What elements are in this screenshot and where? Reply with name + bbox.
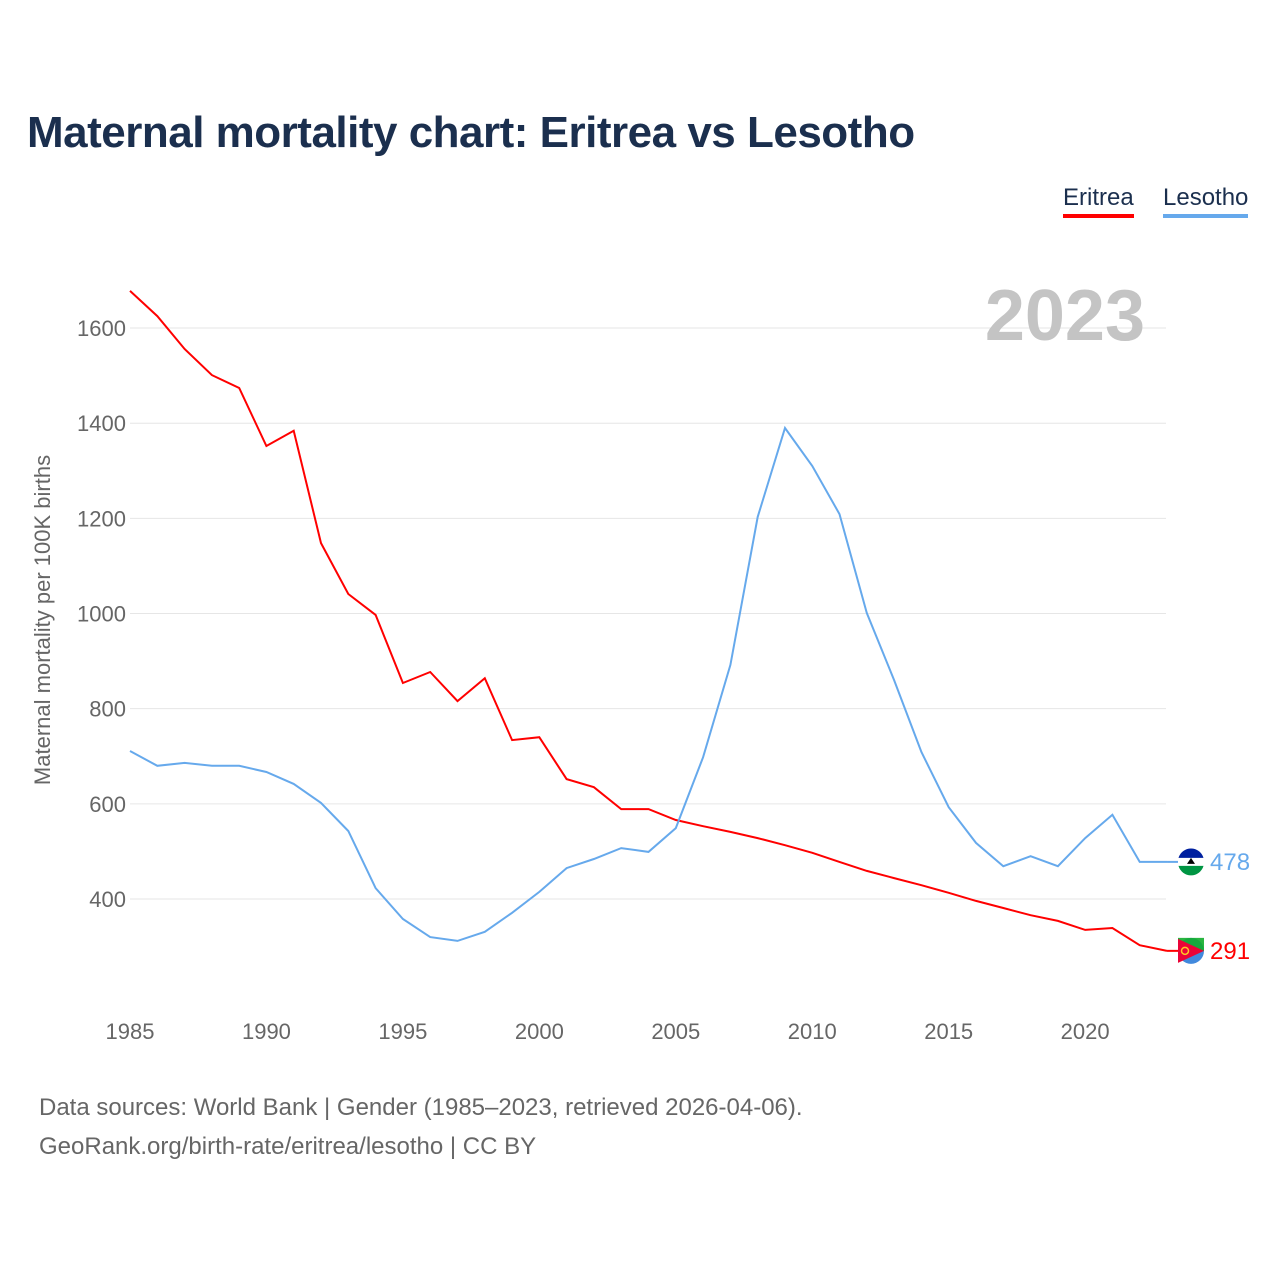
x-tick-label: 2000 [515,1019,564,1044]
source-line-1: Data sources: World Bank | Gender (1985–… [39,1094,803,1121]
y-tick-label: 800 [89,697,126,722]
x-tick-label: 2005 [651,1019,700,1044]
series-line-lesotho [129,425,1167,942]
flag-icon-eritrea [1178,937,1204,964]
legend-eritrea[interactable]: Eritrea [1063,184,1134,218]
year-watermark: 2023 [985,276,1145,356]
x-tick-label: 2015 [924,1019,973,1044]
source-line-2[interactable]: GeoRank.org/birth-rate/eritrea/lesotho |… [39,1133,537,1160]
y-tick-label: 1600 [77,316,126,341]
end-value-label: 478 [1210,849,1250,876]
x-tick-label: 1985 [106,1019,155,1044]
source-note: Data sources: World Bank | Gender (1985–… [39,1088,803,1166]
y-tick-label: 600 [89,792,126,817]
y-tick-label: 1200 [77,506,126,531]
legend-lesotho[interactable]: Lesotho [1163,184,1249,218]
y-tick-label: 1400 [77,411,126,436]
y-axis-label: Maternal mortality per 100K births [30,455,55,785]
x-tick-label: 2020 [1061,1019,1110,1044]
chart-title: Maternal mortality chart: Eritrea vs Les… [27,108,915,157]
y-tick-label: 400 [89,887,126,912]
x-tick-label: 1995 [378,1019,427,1044]
y-tick-label: 1000 [77,602,126,627]
series-line-eritrea [129,290,1168,952]
x-tick-label: 1990 [242,1019,291,1044]
end-value-label: 291 [1210,938,1250,965]
flag-icon-lesotho [1178,848,1204,876]
x-tick-label: 2010 [788,1019,837,1044]
